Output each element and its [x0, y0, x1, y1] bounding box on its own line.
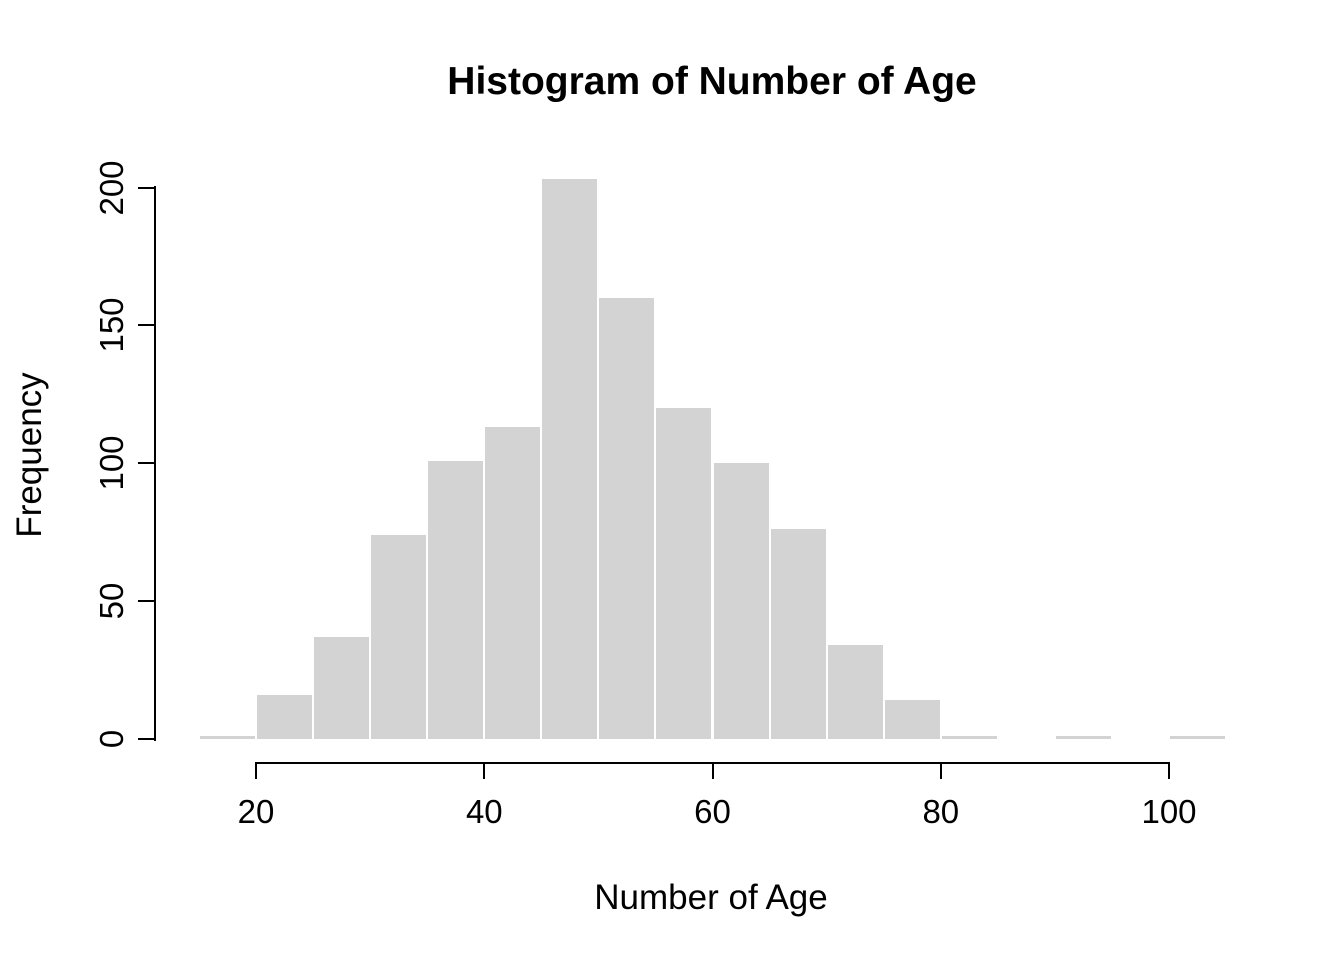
histogram-bar [826, 645, 884, 739]
y-tick-mark [138, 324, 155, 327]
x-tick-label: 20 [237, 793, 275, 830]
x-tick-label: 80 [922, 793, 960, 830]
histogram-bar [541, 179, 599, 739]
y-tick-label: 0 [93, 729, 130, 749]
x-tick-mark [483, 762, 486, 779]
chart-title: Histogram of Number of Age [447, 60, 977, 103]
y-tick-label: 50 [93, 582, 130, 620]
y-axis-line [154, 186, 156, 741]
histogram-bar [484, 427, 542, 739]
histogram-bar [1054, 736, 1112, 739]
x-tick-mark [939, 762, 942, 779]
y-tick-label: 100 [93, 435, 130, 491]
histogram-bar [256, 694, 314, 739]
y-tick-mark [138, 600, 155, 603]
y-tick-label: 150 [93, 297, 130, 353]
x-tick-label: 40 [465, 793, 503, 830]
histogram-bar [712, 463, 770, 740]
histogram-bar [1169, 736, 1227, 739]
histogram-bar [370, 534, 428, 739]
histogram-bar [883, 700, 941, 739]
x-tick-mark [711, 762, 714, 779]
y-tick-mark [138, 186, 155, 189]
y-tick-label: 200 [93, 159, 130, 216]
y-axis-label: Frequency [10, 372, 49, 538]
y-tick-mark [138, 462, 155, 465]
histogram-bar [427, 460, 485, 739]
histogram-bar [198, 736, 256, 739]
histogram-bar [313, 637, 371, 739]
histogram-bar [655, 408, 713, 739]
x-axis-label: Number of Age [594, 878, 828, 917]
y-tick-mark [138, 738, 155, 740]
x-tick-mark [255, 762, 257, 779]
x-tick-label: 60 [694, 793, 731, 830]
histogram-bar [598, 297, 656, 739]
histogram-bar [769, 529, 827, 739]
x-tick-label: 100 [1141, 793, 1197, 830]
histogram-bar [940, 736, 998, 739]
x-tick-mark [1168, 762, 1170, 779]
